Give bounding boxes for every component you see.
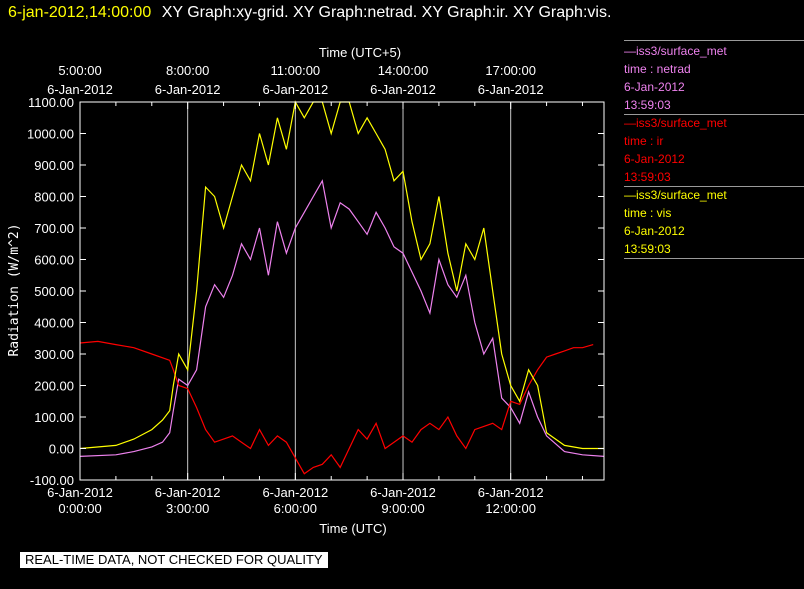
y-tick-label: 1100.00 (28, 95, 74, 110)
axes (79, 101, 605, 481)
top-x-tick-label: 8:00:00 (166, 63, 209, 78)
grid-lines (187, 102, 512, 480)
top-x-tick-label: 6-Jan-2012 (370, 82, 436, 97)
legend-source: —iss3/surface_met (624, 116, 727, 130)
y-tick-label: 400.00 (34, 316, 74, 331)
legend-divider (624, 114, 804, 115)
top-x-axis-label: Time (UTC+5) (319, 45, 401, 60)
legend-time: 13:59:03 (624, 98, 671, 112)
y-tick-label: 1000.00 (27, 127, 74, 142)
x-tick-label: 3:00:00 (166, 501, 209, 516)
top-x-tick-label: 11:00:00 (271, 63, 321, 78)
legend-date: 6-Jan-2012 (624, 80, 685, 94)
x-tick-label: 9:00:00 (381, 501, 424, 516)
x-tick-label: 6-Jan-2012 (155, 485, 221, 500)
y-tick-label: 0.00 (49, 442, 74, 457)
legend-field: time : netrad (624, 62, 691, 76)
top-x-tick-label: 5:00:00 (58, 63, 101, 78)
y-tick-label: 800.00 (34, 190, 74, 205)
x-tick-label: 12:00:00 (485, 501, 536, 516)
top-x-tick-label: 6-Jan-2012 (47, 82, 113, 97)
series-lines (79, 100, 605, 475)
top-x-tick-label: 14:00:00 (378, 63, 429, 78)
tick-labels: -100.00 0.00 100.00 200.00 300.00 400.00 500.0… (27, 63, 544, 516)
legend-entry-netrad: —iss3/surface_met time : netrad 6-Jan-20… (624, 42, 804, 114)
series-line (79, 100, 604, 450)
y-tick-label: 600.00 (34, 253, 74, 268)
legend-source: —iss3/surface_met (624, 188, 727, 202)
x-tick-label: 6:00:00 (274, 501, 317, 516)
legend-field: time : vis (624, 206, 672, 220)
legend-time: 13:59:03 (624, 242, 671, 256)
chart-header: 6-jan-2012,14:00:00 XY Graph:xy-grid. XY… (8, 4, 611, 22)
x-tick-label: 6-Jan-2012 (47, 485, 113, 500)
legend-divider (624, 258, 804, 259)
x-tick-label: 6-Jan-2012 (478, 485, 544, 500)
series-line (79, 340, 594, 475)
legend-entry-ir: —iss3/surface_met time : ir 6-Jan-2012 1… (624, 114, 804, 186)
x-axis-label: Time (UTC) (319, 521, 386, 536)
y-axis-label: Radiation (W/m^2) (7, 223, 22, 356)
y-tick-label: 100.00 (34, 410, 74, 425)
header-time: 6-jan-2012,14:00:00 (8, 4, 152, 21)
top-x-tick-label: 6-Jan-2012 (155, 82, 221, 97)
y-tick-label: 900.00 (34, 158, 74, 173)
y-tick-label: 300.00 (34, 347, 74, 362)
x-tick-label: 6-Jan-2012 (370, 485, 436, 500)
top-x-tick-label: 17:00:00 (485, 63, 536, 78)
y-tick-label: -100.00 (30, 473, 74, 488)
x-tick-label: 0:00:00 (58, 501, 101, 516)
top-x-tick-label: 6-Jan-2012 (262, 82, 328, 97)
legend-divider (624, 186, 804, 187)
legend-entry-vis: —iss3/surface_met time : vis 6-Jan-2012 … (624, 186, 804, 258)
y-tick-label: 200.00 (34, 379, 74, 394)
y-tick-label: 700.00 (34, 221, 74, 236)
legend-date: 6-Jan-2012 (624, 152, 685, 166)
x-tick-label: 6-Jan-2012 (262, 485, 328, 500)
y-tick-label: 500.00 (34, 284, 74, 299)
top-x-tick-label: 6-Jan-2012 (478, 82, 544, 97)
legend-divider (624, 40, 804, 41)
legend-source: —iss3/surface_met (624, 44, 727, 58)
header-graph-list: XY Graph:xy-grid. XY Graph:netrad. XY Gr… (161, 4, 612, 21)
quality-disclaimer: REAL-TIME DATA, NOT CHECKED FOR QUALITY (20, 552, 328, 568)
legend-field: time : ir (624, 134, 664, 148)
legend-time: 13:59:03 (624, 170, 671, 184)
legend-date: 6-Jan-2012 (624, 224, 685, 238)
series-line (79, 179, 605, 457)
